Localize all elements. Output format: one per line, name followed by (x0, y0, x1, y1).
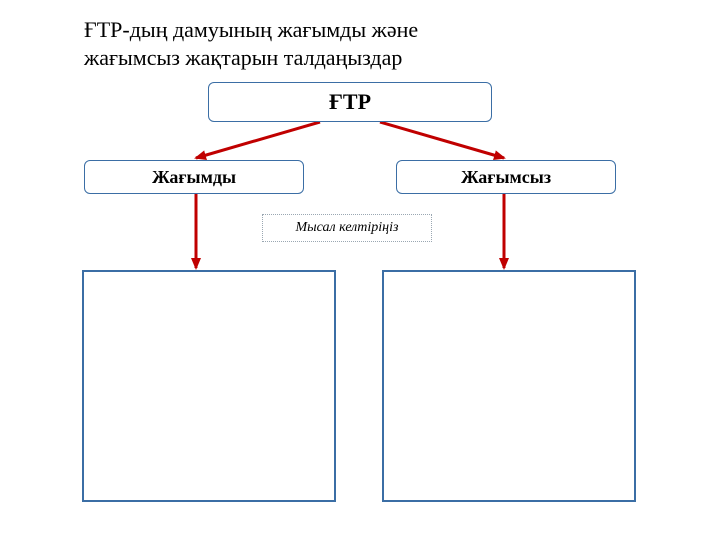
panel-right (382, 270, 636, 502)
heading: ҒТР-дың дамуының жағымды және жағымсыз ж… (84, 16, 418, 72)
panel-left (82, 270, 336, 502)
node-right: Жағымсыз (396, 160, 616, 194)
heading-line1: ҒТР-дың дамуының жағымды және (84, 16, 418, 44)
heading-line2: жағымсыз жақтарын талдаңыздар (84, 44, 418, 72)
node-root-label: ҒТР (329, 89, 371, 115)
node-root: ҒТР (208, 82, 492, 122)
node-right-label: Жағымсыз (461, 167, 551, 188)
diagram-stage: ҒТР-дың дамуының жағымды және жағымсыз ж… (0, 0, 720, 540)
node-left: Жағымды (84, 160, 304, 194)
node-left-label: Жағымды (152, 167, 236, 188)
hint-text: Мысал келтіріңіз (296, 220, 399, 236)
hint-box: Мысал келтіріңіз (262, 214, 432, 242)
